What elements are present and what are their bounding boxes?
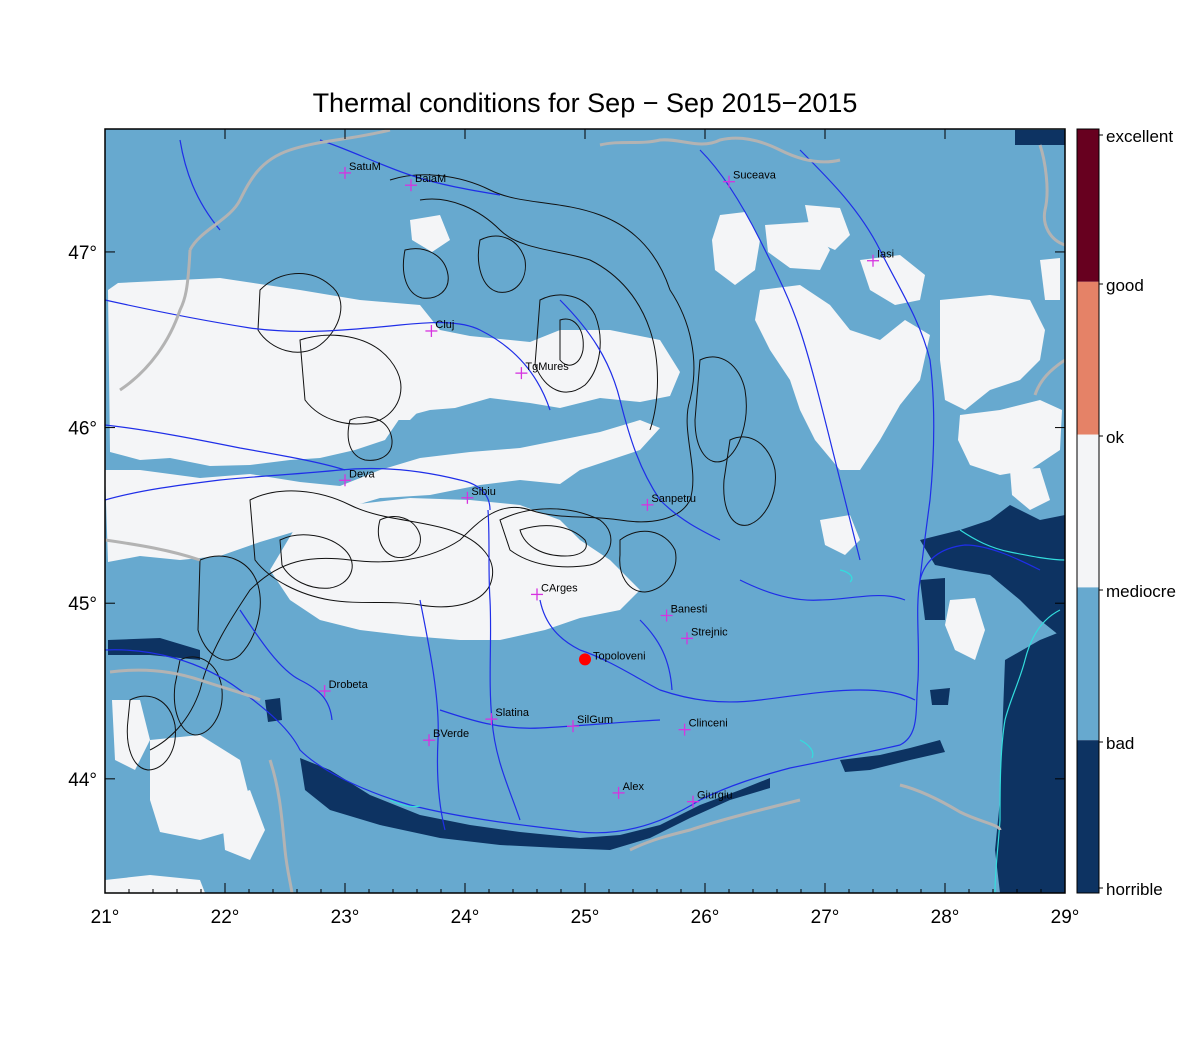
station-label: Slatina xyxy=(495,707,530,719)
station-marker: SatuM xyxy=(339,161,381,179)
station-label: Cluj xyxy=(435,319,454,331)
legend-swatch xyxy=(1077,587,1099,741)
station-marker: CArges xyxy=(531,582,578,601)
lon-tick-label: 24° xyxy=(451,907,480,928)
station-marker: Clinceni xyxy=(678,718,728,736)
rivers xyxy=(105,139,1041,834)
station-label: BaiaM xyxy=(415,173,446,185)
lon-tick-label: 27° xyxy=(811,907,840,928)
station-label: Clinceni xyxy=(689,718,728,730)
field-horrible xyxy=(108,130,1065,893)
lon-tick-label: 22° xyxy=(211,907,240,928)
station-marker: Giurgiu xyxy=(687,790,732,808)
highlight-label: Topoloveni xyxy=(593,650,646,662)
station-label: TgMures xyxy=(525,361,569,373)
station-marker: BVerde xyxy=(423,728,469,747)
lon-tick-label: 21° xyxy=(91,907,120,928)
station-marker: Deva xyxy=(339,468,376,487)
lon-tick-label: 29° xyxy=(1051,907,1080,928)
station-marker: Sanpetru xyxy=(641,493,696,511)
country-borders xyxy=(105,129,1065,893)
coastline xyxy=(389,529,1065,893)
highlight-dot xyxy=(579,653,591,666)
station-label: Sibiu xyxy=(471,486,495,498)
legend-swatch xyxy=(1077,129,1099,282)
station-label: SatuM xyxy=(349,161,381,173)
station-label: Strejnic xyxy=(691,626,728,638)
station-label: Alex xyxy=(623,781,645,793)
lon-tick-label: 28° xyxy=(931,907,960,928)
legend-label: horrible xyxy=(1106,880,1163,899)
station-label: Sanpetru xyxy=(651,493,696,505)
station-marker: BaiaM xyxy=(405,173,446,192)
axis-ticks: 21° 22° 23° 24° 25° 26° 27° 28° 29° 47° 46° 45° 44° xyxy=(68,129,1079,928)
station-marker: TgMures xyxy=(515,361,569,380)
station-marker: Strejnic xyxy=(681,626,728,645)
station-label: Suceava xyxy=(733,170,777,182)
station-label: Drobeta xyxy=(329,679,369,691)
lat-tick-label: 46° xyxy=(68,419,97,440)
lon-tick-label: 23° xyxy=(331,907,360,928)
station-marker: Iasi xyxy=(867,249,894,267)
field-ok xyxy=(105,205,1062,893)
legend-swatch xyxy=(1077,740,1099,893)
legend-label: good xyxy=(1106,276,1144,295)
legend-swatch xyxy=(1077,434,1099,588)
station-marker: Cluj xyxy=(425,319,454,337)
lat-tick-label: 47° xyxy=(68,243,97,264)
legend-label: excellent xyxy=(1106,127,1173,146)
highlight-station: Topoloveni xyxy=(579,650,646,666)
legend-label: bad xyxy=(1106,734,1134,753)
legend-swatch xyxy=(1077,281,1099,435)
topo-contours xyxy=(126,174,776,771)
lat-tick-label: 44° xyxy=(68,770,97,791)
lat-tick-label: 45° xyxy=(68,594,97,615)
station-label: Giurgiu xyxy=(697,790,732,802)
station-label: Deva xyxy=(349,468,376,480)
station-label: BVerde xyxy=(433,728,469,740)
station-label: Banesti xyxy=(671,604,708,616)
station-marker: SilGum xyxy=(567,714,613,733)
legend-frame xyxy=(1076,128,1100,894)
station-label: SilGum xyxy=(577,714,613,726)
station-label: Iasi xyxy=(877,249,894,261)
legend: excellent good ok mediocre bad horrible xyxy=(1076,127,1176,899)
station-marker: Alex xyxy=(612,781,645,799)
map-title: Thermal conditions for Sep − Sep 2015−20… xyxy=(312,88,858,118)
legend-label: mediocre xyxy=(1106,582,1176,601)
station-marker: Slatina xyxy=(485,707,530,726)
station-marker: Suceava xyxy=(723,170,777,188)
station-label: CArges xyxy=(541,582,578,594)
legend-label: ok xyxy=(1106,428,1124,447)
lon-tick-label: 26° xyxy=(691,907,720,928)
station-marker: Banesti xyxy=(660,604,708,622)
stations: SatuM BaiaM Suceava Iasi Cluj TgMures Deva Sibi… xyxy=(318,161,894,808)
station-marker: Sibiu xyxy=(461,486,496,504)
lon-tick-label: 25° xyxy=(571,907,600,928)
station-marker: Drobeta xyxy=(318,679,369,698)
